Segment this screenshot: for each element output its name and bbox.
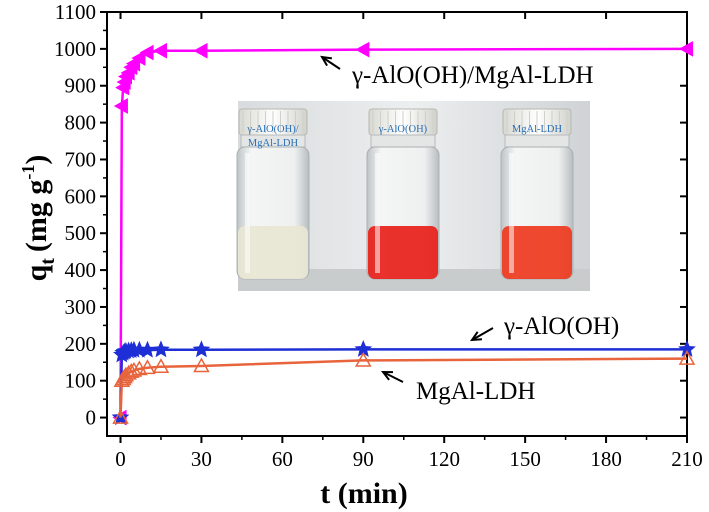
annot-alooh-arrow-shaft xyxy=(471,327,494,341)
y-tick-label: 600 xyxy=(65,184,97,208)
x-tick-label: 210 xyxy=(671,447,703,471)
vial-highlight xyxy=(245,153,250,273)
vial-neck xyxy=(504,134,570,148)
y-tick-label: 800 xyxy=(65,111,97,135)
data-point xyxy=(152,358,170,374)
data-point xyxy=(193,42,208,59)
data-point xyxy=(139,359,156,375)
y-axis-title-unit: (mg g xyxy=(20,180,53,252)
x-tick-label: 0 xyxy=(115,447,126,471)
data-point xyxy=(355,351,372,367)
vial-liquid xyxy=(502,226,572,279)
data-point xyxy=(152,340,170,358)
vial: γ-AlO(OH) xyxy=(366,108,440,280)
data-point xyxy=(193,357,210,373)
y-tick-label: 1100 xyxy=(55,0,96,24)
vial-highlight xyxy=(375,153,380,273)
vial-label-line1: MgAl-LDH xyxy=(512,124,563,135)
annotations: γ-AlO(OH)/MgAl-LDH γ-AlO(OH) MgAl-LDH xyxy=(320,55,619,405)
data-point xyxy=(355,41,370,58)
y-tick-label: 500 xyxy=(65,221,97,245)
vial-liquid xyxy=(368,226,438,279)
x-axis-title: t (min) xyxy=(320,477,407,510)
vial-label-line1: γ-AlO(OH)/ xyxy=(246,124,298,135)
vial-liquid xyxy=(238,226,308,279)
plot-frame xyxy=(106,11,688,437)
y-tick-label: 300 xyxy=(65,295,97,319)
y-tick-label: 1000 xyxy=(54,37,96,61)
annotation-alooh: γ-AlO(OH) xyxy=(503,313,619,340)
annot-alooh-arrow-head xyxy=(470,331,483,342)
data-point xyxy=(112,409,129,424)
data-point xyxy=(120,364,137,380)
x-tick-label: 90 xyxy=(353,447,374,471)
vial-neck xyxy=(370,134,436,148)
vial: MgAl-LDH xyxy=(500,108,574,280)
y-tick-label: 0 xyxy=(86,406,97,430)
y-tick-label: 700 xyxy=(65,147,97,171)
annot-composite-arrow-shaft xyxy=(321,56,341,70)
data-point xyxy=(139,44,154,61)
annot-ldh-arrow-head xyxy=(380,370,394,381)
x-tick-label: 120 xyxy=(428,447,460,471)
vial-label-line1: γ-AlO(OH) xyxy=(378,124,428,135)
y-axis-title-sup: -1 xyxy=(18,165,38,180)
data-point xyxy=(192,340,211,358)
series-2 xyxy=(111,340,696,426)
y-axis-title-main: q xyxy=(20,264,53,281)
x-tick-label: 150 xyxy=(509,447,541,471)
data-point xyxy=(678,350,696,365)
data-point xyxy=(113,98,128,114)
y-axis-title: qt (mg g-1) xyxy=(18,155,59,282)
vial-highlight xyxy=(509,153,514,273)
vial-label-line2: MgAl-LDH xyxy=(248,138,299,149)
data-series xyxy=(111,41,696,426)
y-axis-title-sub: t xyxy=(37,258,59,265)
inset-photo: γ-AlO(OH)/ MgAl-LDH γ-AlO(OH) MgAl-LDH xyxy=(236,101,590,291)
data-point xyxy=(152,42,168,59)
y-tick-label: 900 xyxy=(65,74,97,98)
data-point xyxy=(678,41,694,57)
annotation-ldh: MgAl-LDH xyxy=(416,378,535,405)
y-tick-label: 100 xyxy=(65,369,97,393)
data-point xyxy=(117,366,135,382)
vial: γ-AlO(OH)/ MgAl-LDH xyxy=(236,108,310,280)
series-3 xyxy=(112,350,696,424)
y-axis-title-close: ) xyxy=(20,155,53,165)
data-point xyxy=(131,50,146,66)
annotation-composite: γ-AlO(OH)/MgAl-LDH xyxy=(351,62,594,89)
x-tick-label: 180 xyxy=(590,447,622,471)
data-point xyxy=(125,361,143,377)
annot-composite-arrow-head xyxy=(320,55,333,67)
annot-ldh-arrow-shaft xyxy=(382,371,404,383)
x-tick-label: 30 xyxy=(191,447,212,471)
y-tick-label: 200 xyxy=(65,332,97,356)
x-tick-label: 60 xyxy=(272,447,293,471)
y-tick-label: 400 xyxy=(65,258,97,282)
